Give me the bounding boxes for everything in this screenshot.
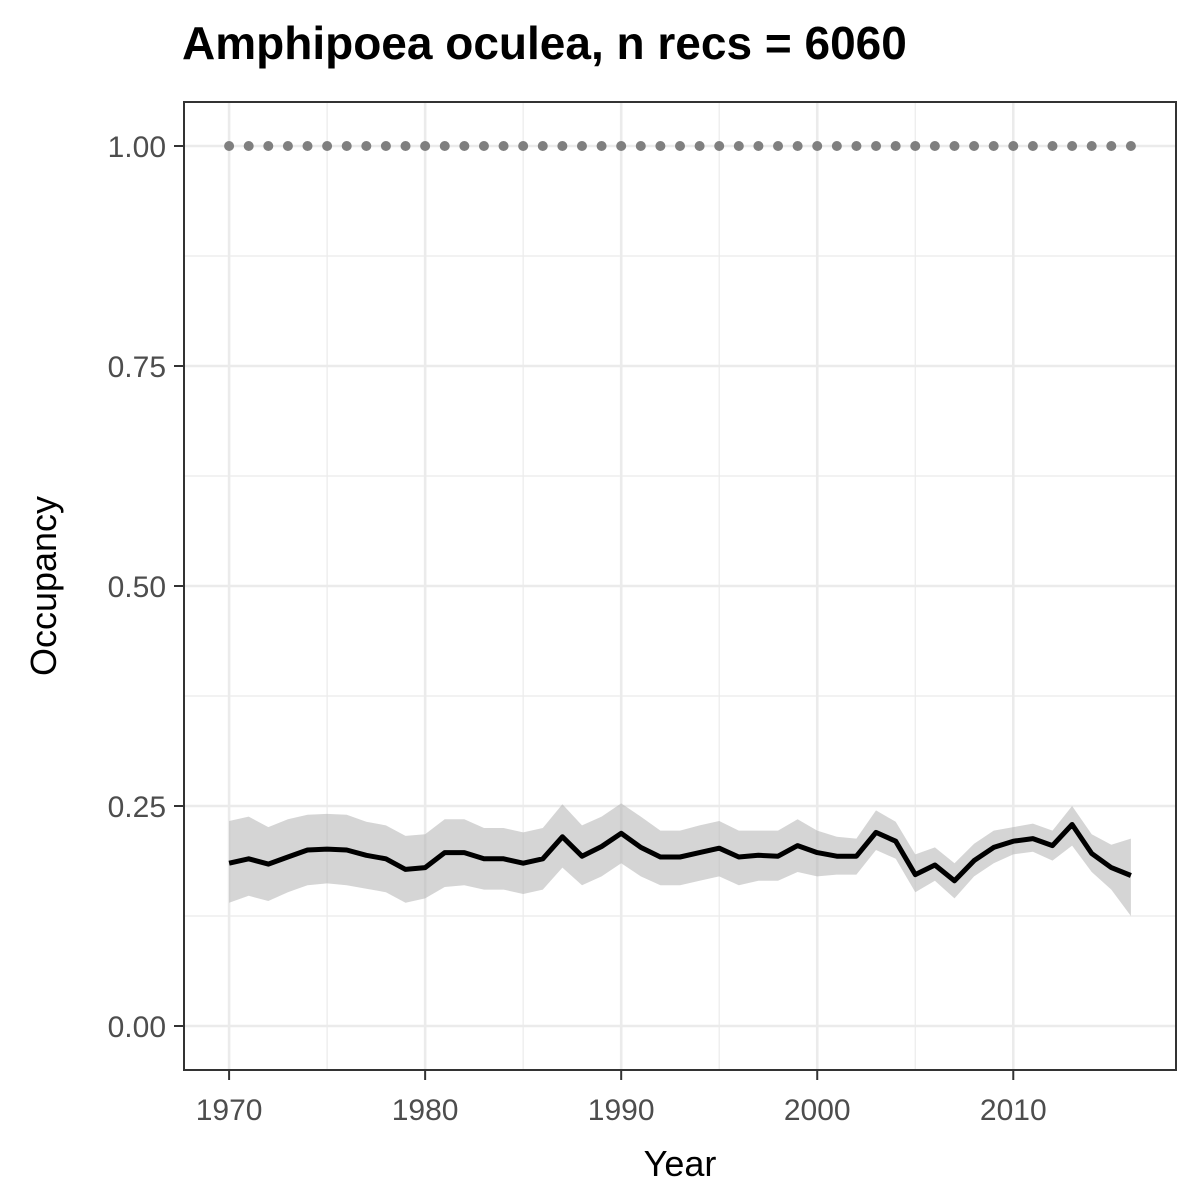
data-point [949,141,960,151]
y-axis: 0.00 0.25 0.50 0.75 1.00 [108,131,184,1044]
data-point [459,141,470,151]
data-point [596,141,607,151]
data-point [929,141,940,151]
data-point [616,141,627,151]
y-axis-title: Occupancy [23,496,64,676]
data-point [988,141,999,151]
data-point [733,141,744,151]
data-point [1125,141,1136,151]
data-point [1067,141,1078,151]
data-point [498,141,509,151]
x-tick-label: 2010 [980,1094,1047,1127]
data-point [851,141,862,151]
data-point [282,141,293,151]
y-tick-label: 0.75 [108,351,166,384]
y-tick-label: 0.00 [108,1011,166,1044]
chart-title: Amphipoea oculea, n recs = 6060 [182,17,907,69]
x-axis: 1970 1980 1990 2000 2010 [196,1070,1047,1127]
data-point [341,141,352,151]
y-tick-label: 1.00 [108,131,166,164]
data-point [969,141,980,151]
x-tick-label: 1970 [196,1094,263,1127]
data-point [910,141,921,151]
data-point [243,141,254,151]
data-point [224,141,235,151]
data-point [557,141,568,151]
x-tick-label: 1990 [588,1094,655,1127]
data-point [655,141,666,151]
data-point [792,141,803,151]
data-point [890,141,901,151]
data-point [694,141,705,151]
data-point [322,141,333,151]
data-point [1086,141,1097,151]
data-point [675,141,685,151]
occupancy-line-layer [228,822,1132,884]
data-point [1106,141,1117,151]
data-point [478,141,489,151]
data-point [439,141,450,151]
data-point [812,141,823,151]
grid-lines [184,102,1176,1070]
data-point [420,141,431,151]
x-tick-label: 2000 [784,1094,851,1127]
y-tick-label: 0.25 [108,791,166,824]
x-tick-label: 1980 [392,1094,459,1127]
data-point [263,141,274,151]
data-point [576,141,587,151]
occupancy-line [228,822,1132,884]
data-point [1027,141,1038,151]
data-point [635,141,646,151]
data-point [537,141,548,151]
data-point [871,141,882,151]
points-layer [224,141,1136,151]
confidence-ribbon [229,803,1131,916]
data-point [1047,141,1058,151]
y-tick-label: 0.50 [108,571,166,604]
data-point [302,141,313,151]
data-point [714,141,725,151]
x-axis-title: Year [644,1143,717,1184]
data-point [380,141,391,151]
data-point [753,141,764,151]
data-point [518,141,529,151]
confidence-ribbon-layer [229,803,1131,916]
data-point [773,141,784,151]
data-point [831,141,842,151]
data-point [400,141,411,151]
data-point [361,141,372,151]
data-point [1008,141,1019,151]
